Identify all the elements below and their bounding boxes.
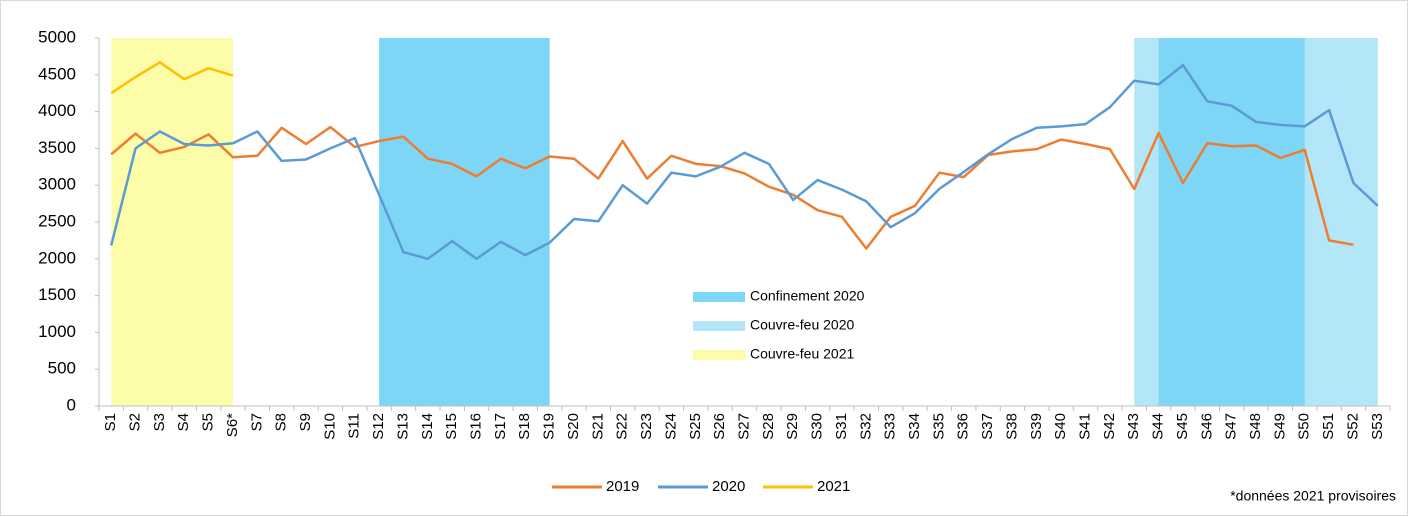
x-tick-label: S23 (638, 413, 655, 440)
x-tick-label: S27 (735, 413, 752, 440)
x-tick-label: S13 (394, 413, 411, 440)
x-tick-label: S29 (784, 413, 801, 440)
x-tick-label: S28 (760, 413, 777, 440)
x-tick-label: S39 (1028, 413, 1045, 440)
shaded-region (1158, 38, 1305, 406)
x-tick-label: S8 (273, 413, 290, 431)
shaded-region (379, 38, 550, 406)
x-tick-label: S42 (1101, 413, 1118, 440)
series-line (110, 125, 1354, 250)
y-tick-label: 1000 (38, 322, 76, 341)
x-tick-label: S34 (906, 413, 923, 440)
y-tick-label: 3500 (38, 138, 76, 157)
x-tick-label: S52 (1344, 413, 1361, 440)
x-tick-label: S47 (1223, 413, 1240, 440)
x-tick-label: S36 (955, 413, 972, 440)
x-tick-label: S22 (614, 413, 631, 440)
x-tick-label: S35 (930, 413, 947, 440)
x-tick-label: S50 (1296, 413, 1313, 440)
y-tick-label: 4500 (38, 64, 76, 83)
x-tick-label: S11 (346, 413, 363, 439)
y-tick-label: 5000 (38, 27, 76, 46)
x-tick-label: S46 (1198, 413, 1215, 440)
x-tick-label: S20 (565, 413, 582, 440)
x-tick-label: S16 (468, 413, 485, 440)
legend-label: Couvre-feu 2020 (750, 317, 855, 333)
x-tick-label: S17 (492, 413, 509, 440)
x-tick-label: S18 (516, 413, 533, 440)
series-line (109, 63, 1379, 261)
y-tick-label: 0 (67, 395, 76, 414)
x-tick-label: S4 (175, 413, 192, 431)
x-tick-label: S19 (541, 413, 558, 440)
series-line (110, 61, 234, 95)
y-tick-label: 2000 (38, 248, 76, 267)
x-tick-label: S24 (662, 413, 679, 440)
y-tick-label: 4000 (38, 101, 76, 120)
y-tick-label: 1500 (38, 285, 76, 304)
x-tick-label: S25 (687, 413, 704, 440)
x-tick-label: S41 (1076, 413, 1093, 440)
x-tick-label: S15 (443, 413, 460, 440)
y-tick-label: 500 (48, 359, 76, 378)
shaded-regions (111, 38, 1378, 406)
x-tick-label: S10 (321, 413, 338, 440)
x-tick-label: S6* (224, 413, 241, 437)
x-tick-label: S2 (127, 413, 144, 431)
x-tick-label: S26 (711, 413, 728, 440)
x-tick-label: S49 (1271, 413, 1288, 440)
legend-swatch (693, 350, 745, 360)
x-tick-label: S44 (1150, 413, 1167, 440)
footnote: *données 2021 provisoires (1230, 488, 1396, 504)
shaded-region (111, 38, 233, 406)
legend-swatch (693, 321, 745, 331)
x-tick-label: S51 (1320, 413, 1337, 440)
x-tick-label: S9 (297, 413, 314, 431)
x-tick-label: S37 (979, 413, 996, 440)
legend-label: Confinement 2020 (750, 288, 865, 304)
x-tick-label: S45 (1174, 413, 1191, 440)
x-tick-label: S40 (1052, 413, 1069, 440)
x-tick-label: S3 (151, 413, 168, 431)
legend-label: 2019 (606, 478, 639, 495)
legend-label: 2021 (817, 478, 850, 495)
x-tick-label: S12 (370, 413, 387, 440)
x-tick-label: S43 (1125, 413, 1142, 440)
x-tick-label: S53 (1369, 413, 1386, 440)
x-tick-label: S30 (809, 413, 826, 440)
x-tick-label: S5 (200, 413, 217, 431)
legend-label: Couvre-feu 2021 (750, 346, 855, 362)
x-tick-label: S21 (589, 413, 606, 440)
legend-label: 2020 (712, 478, 745, 495)
legend-swatch (693, 292, 745, 302)
y-tick-label: 2500 (38, 211, 76, 230)
x-tick-label: S14 (419, 413, 436, 440)
x-tick-label: S31 (833, 413, 850, 440)
x-tick-label: S38 (1003, 413, 1020, 440)
x-tick-label: S32 (857, 413, 874, 440)
x-tick-label: S1 (102, 413, 119, 431)
x-tick-label: S48 (1247, 413, 1264, 440)
x-tick-label: S33 (882, 413, 899, 440)
y-tick-label: 3000 (38, 175, 76, 194)
x-tick-label: S7 (248, 413, 265, 431)
